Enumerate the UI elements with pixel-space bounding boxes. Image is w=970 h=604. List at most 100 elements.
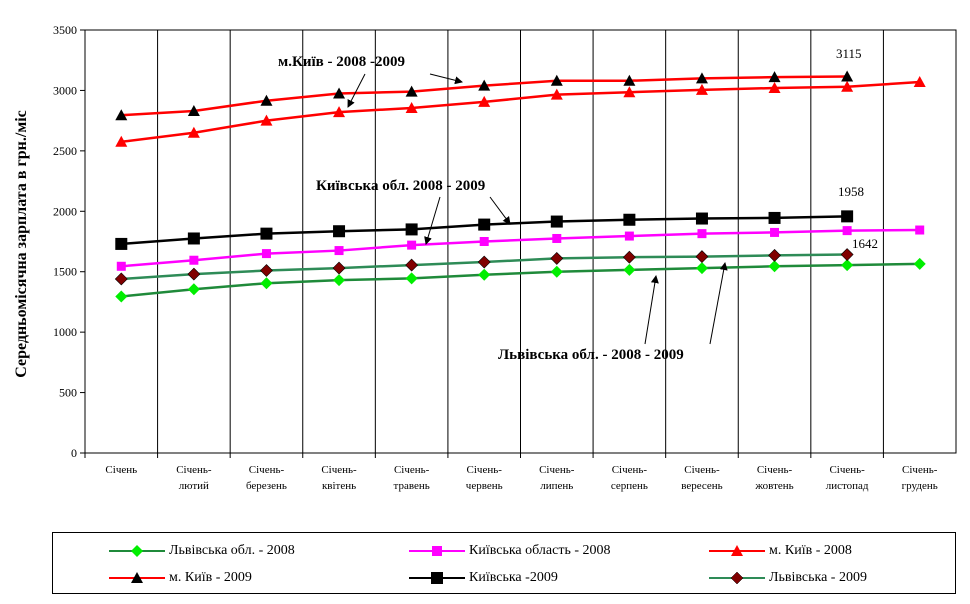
x-tick-label: Січень-листопад — [826, 464, 869, 492]
annotation-kyiv-city: м.Київ - 2008 -2009 — [278, 54, 405, 70]
legend-label: Львівська обл. - 2008 — [169, 543, 295, 558]
data-point — [550, 215, 563, 228]
data-point — [552, 233, 562, 243]
data-label-kyiv-oblast-2009: 1958 — [838, 184, 864, 199]
legend-swatch — [109, 545, 165, 557]
data-point — [623, 263, 636, 276]
data-point — [405, 272, 418, 285]
x-tick-label: Січень-лютий — [176, 464, 212, 492]
data-point — [405, 258, 419, 272]
x-tick-label: Січень-червень — [466, 464, 503, 492]
annotation-arrow — [429, 73, 463, 85]
data-point — [550, 251, 564, 265]
data-point — [187, 104, 200, 116]
data-point — [405, 85, 418, 97]
legend-label: Київська -2009 — [469, 570, 558, 585]
data-point — [840, 248, 854, 261]
data-point — [624, 231, 634, 241]
data-point — [915, 225, 925, 235]
data-point — [697, 229, 707, 239]
x-tick-label: Січень-грудень — [902, 464, 938, 492]
data-point — [768, 211, 781, 224]
data-point — [189, 255, 199, 265]
series-line — [121, 80, 920, 144]
series-lines — [114, 70, 926, 303]
data-point — [623, 213, 636, 226]
y-axis-title: Середньомісячна зарплата в грн./міс — [13, 110, 30, 378]
y-tick-label: 3500 — [53, 23, 77, 37]
data-point — [260, 94, 273, 106]
x-tick-label: Січень-вересень — [681, 464, 722, 492]
data-point — [332, 261, 346, 275]
data-point — [114, 272, 128, 286]
data-point — [622, 250, 636, 264]
x-tick-label: Січень — [105, 464, 137, 476]
legend-swatch — [409, 572, 465, 584]
annotation-arrow — [347, 73, 366, 108]
x-tick-label: Січень-квітень — [321, 464, 357, 492]
data-point — [260, 264, 273, 277]
data-point — [333, 225, 346, 238]
legend-item-kyiv-oblast-2008: Київська область - 2008 — [409, 540, 611, 562]
legend: Львівська обл. - 2008 Київська область -… — [52, 532, 956, 594]
data-point — [333, 106, 346, 118]
annotation-arrow — [489, 196, 511, 225]
legend-swatch — [409, 546, 465, 556]
data-point — [260, 227, 273, 240]
annotation-kyiv-oblast: Київська обл. 2008 - 2009 — [316, 178, 485, 194]
legend-label: м. Київ - 2009 — [169, 570, 252, 585]
data-point — [334, 246, 344, 256]
x-tick-label: Січень-липень — [539, 464, 575, 492]
annotation-arrow — [644, 275, 659, 345]
data-point — [550, 88, 563, 100]
data-point — [550, 265, 563, 278]
legend-item-kyiv-city-2008: м. Київ - 2008 — [709, 540, 852, 562]
data-point — [913, 75, 926, 87]
data-point — [770, 227, 780, 237]
data-label-kyiv-2009: 3115 — [836, 46, 862, 61]
data-point — [695, 250, 709, 264]
data-point — [478, 218, 491, 231]
legend-swatch — [109, 572, 165, 583]
grid-lines — [157, 30, 884, 453]
x-tick-label: Січень-березень — [246, 464, 287, 492]
x-tick-label: Січень-жовтень — [754, 464, 793, 492]
y-tick-label: 1500 — [53, 265, 77, 279]
legend-item-kyiv-oblast-2009: Київська -2009 — [409, 567, 558, 589]
data-point — [333, 87, 346, 99]
series-line — [121, 228, 920, 268]
data-point — [187, 126, 200, 138]
x-tick-label: Січень-серпень — [611, 464, 648, 492]
annotation-arrows — [347, 73, 728, 345]
data-point — [478, 268, 491, 281]
data-point — [841, 80, 854, 92]
y-tick-label: 1000 — [53, 325, 77, 339]
data-point — [768, 71, 781, 83]
data-point — [115, 109, 128, 121]
y-tick-label: 0 — [71, 446, 77, 460]
annotation-arrow — [709, 262, 728, 345]
legend-swatch — [709, 545, 765, 556]
data-point — [261, 249, 271, 259]
legend-swatch — [709, 571, 765, 585]
data-point — [841, 210, 854, 223]
data-point — [187, 267, 201, 281]
data-point — [187, 283, 200, 296]
data-point — [623, 86, 636, 98]
data-point — [260, 114, 273, 126]
data-point — [115, 237, 128, 250]
data-point — [842, 226, 852, 236]
data-point — [768, 260, 781, 273]
data-point — [695, 262, 708, 275]
data-point — [841, 259, 854, 272]
data-point — [768, 248, 781, 262]
y-tick-label: 2500 — [53, 144, 77, 158]
data-point — [479, 237, 489, 246]
data-point — [187, 232, 200, 245]
y-tick-label: 2000 — [53, 204, 77, 218]
annotation-lviv-oblast: Львівська обл. - 2008 - 2009 — [498, 347, 684, 363]
data-point — [115, 135, 128, 147]
data-point — [841, 70, 854, 82]
data-point — [333, 274, 346, 287]
legend-label: Київська область - 2008 — [469, 543, 611, 558]
